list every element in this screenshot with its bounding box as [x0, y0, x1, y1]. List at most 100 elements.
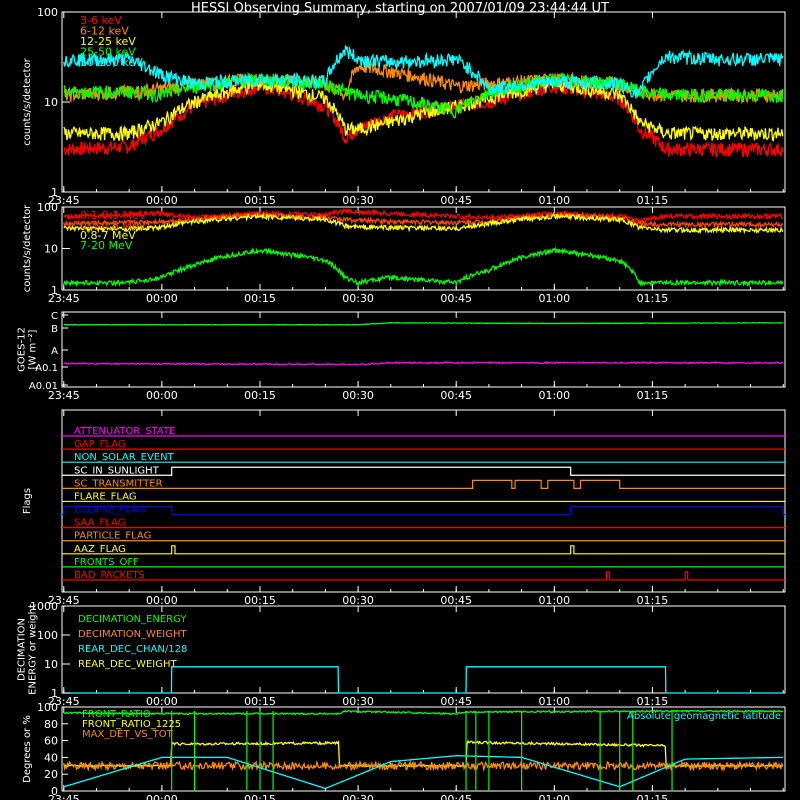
time-tick-label: 00:45 — [440, 695, 472, 708]
panel-6-y-tick-label: 0 — [51, 785, 58, 798]
time-tick-label: 00:00 — [146, 594, 178, 607]
panel-4-ylabel: Flags — [22, 488, 33, 514]
panel-3-ylabel-text: GOES-12 — [17, 327, 28, 372]
panel-1-legend-4: 50-100 keV — [80, 56, 143, 69]
time-tick-label: 00:00 — [146, 793, 178, 800]
time-tick-label: 01:15 — [637, 793, 669, 800]
flag-label-sc_in_sunlight: SC_IN_SUNLIGHT — [74, 465, 160, 476]
flag-label-saa_flag: SAA_FLAG — [74, 518, 125, 529]
flag-label-attenuator_state: ATTENUATOR_STATE — [74, 426, 175, 437]
panel-3-series-0 — [63, 321, 784, 326]
flag-line-bad_packets — [62, 571, 785, 581]
flag-line-eclipse_flag — [62, 505, 785, 516]
time-tick-label: 23:45 — [48, 389, 80, 402]
panel-5-ylabel: DECIMATION ENERGY or weight — [17, 604, 39, 695]
flag-label-aaz_flag: AAZ_FLAG — [74, 544, 126, 555]
panel-6-series-0 — [63, 709, 784, 716]
time-tick-label: 23:45 — [48, 793, 80, 800]
panel-3-level-label: A — [51, 346, 58, 357]
time-tick-label: 00:30 — [342, 194, 374, 207]
panel-5-y-tick-label: 1 — [51, 687, 58, 700]
time-tick-label: 00:00 — [146, 389, 178, 402]
panel-6-legend-0: FRONT_RATIO — [82, 709, 151, 720]
flag-label-sc_transmitter: SC_TRANSMITTER — [74, 478, 163, 489]
panel-6-y-tick-label: 60 — [44, 735, 58, 748]
time-tick-label: 00:15 — [244, 793, 276, 800]
time-tick-label: 00:45 — [440, 389, 472, 402]
flag-line-aaz_flag — [62, 545, 785, 555]
panel-6-annotation: Absolute geomagnetic latitude — [627, 711, 781, 722]
time-tick-label: 01:00 — [538, 292, 570, 305]
time-tick-label: 00:30 — [342, 292, 374, 305]
panel-1-series-4 — [63, 45, 784, 99]
panel-1-legend-0: 3-6 keV — [80, 14, 122, 27]
time-tick-label: 01:15 — [637, 194, 669, 207]
panel-1-legend-1: 6-12 keV — [80, 25, 129, 38]
time-tick-label: 00:30 — [342, 594, 374, 607]
panel-3-series-1 — [63, 361, 783, 366]
panel-6-ylabel-text: Degrees or % — [22, 715, 33, 783]
panel-2-ylabel: counts/s/detector — [22, 204, 33, 292]
flag-line-sc_transmitter — [62, 479, 785, 489]
panel-3-level-label: B — [51, 324, 58, 335]
panel-2-series-2 — [63, 212, 784, 235]
time-tick-label: 00:15 — [244, 194, 276, 207]
panel-6-y-tick-label: 40 — [44, 751, 58, 764]
panel-5-legend-2: REAR_DEC_CHAN/128 — [78, 644, 187, 655]
time-tick-label: 00:00 — [146, 695, 178, 708]
panel-5-y-tick-label: 10 — [44, 658, 58, 671]
panel-3-level-label: A0.1 — [35, 363, 58, 374]
panel-6-legend-2: MAX_DET_VS_TOT — [82, 729, 174, 740]
panel-2-legend-3: 7-20 MeV — [80, 239, 133, 252]
panel-6-y-tick-label: 20 — [44, 768, 58, 781]
panel-1-series-0 — [63, 79, 784, 159]
panel-2-legend-1: 0.3-0.8 MeV — [80, 219, 147, 232]
time-tick-label: 00:15 — [244, 594, 276, 607]
panel-1-legend-2: 12-25 keV — [80, 35, 136, 48]
panel-2-y-tick-label: 100 — [37, 201, 58, 214]
panel-5-series-2 — [63, 666, 784, 694]
time-tick-label: 00:30 — [342, 389, 374, 402]
panel-5-legend-1: DECIMATION_WEIGHT — [78, 629, 187, 640]
panel-6-ylabel: Degrees or % — [22, 715, 33, 783]
time-tick-label: 23:45 — [48, 292, 80, 305]
panel-3-ylabel: GOES-12 [W m⁻²] — [17, 327, 39, 372]
time-tick-label: 01:00 — [538, 594, 570, 607]
time-tick-label: 01:15 — [637, 389, 669, 402]
flag-label-flare_flag: FLARE_FLAG — [74, 491, 137, 502]
time-tick-label: 01:00 — [538, 194, 570, 207]
panel-3-ylabel-text: [W m⁻²] — [28, 329, 39, 369]
panel-6-series-3 — [63, 755, 783, 789]
panel-1-legend-3: 25-50 keV — [80, 46, 136, 59]
panel-6-y-tick-label: 100 — [37, 701, 58, 714]
time-tick-label: 00:45 — [440, 594, 472, 607]
panel-2-series-3 — [63, 246, 784, 288]
panel-6-y-tick-label: 80 — [44, 718, 58, 731]
time-tick-label: 01:00 — [538, 695, 570, 708]
flag-line-sc_in_sunlight — [62, 466, 785, 476]
panel-1-y-tick-label: 10 — [44, 96, 58, 109]
panel-1-series-3 — [63, 72, 784, 119]
time-tick-label: 00:45 — [440, 793, 472, 800]
panel-1-ylabel: counts/s/detector — [22, 57, 33, 145]
flag-label-fronts_off: FRONTS_OFF — [74, 557, 139, 568]
panel-5-ylabel-text: DECIMATION — [17, 618, 28, 681]
panel-2-y-tick-label: 10 — [44, 243, 58, 256]
panel-6-legend-1: FRONT_RATIO_1225 — [82, 719, 181, 730]
time-tick-label: 00:15 — [244, 695, 276, 708]
flag-label-gap_flag: GAP_FLAG — [74, 439, 126, 450]
panel-1-ylabel-text: counts/s/detector — [22, 57, 33, 145]
time-tick-label: 01:00 — [538, 389, 570, 402]
panel-5-ylabel-text: ENERGY or weight — [28, 604, 39, 695]
flag-label-particle_flag: PARTICLE_FLAG — [74, 531, 151, 542]
time-tick-label: 23:45 — [48, 594, 80, 607]
time-tick-label: 01:15 — [637, 292, 669, 305]
time-tick-label: 00:00 — [146, 292, 178, 305]
time-tick-label: 00:15 — [244, 292, 276, 305]
time-tick-label: 00:30 — [342, 695, 374, 708]
panel-1-y-tick-label: 100 — [37, 6, 58, 19]
panel-3-level-label: A0.01 — [29, 381, 58, 392]
time-tick-label: 00:30 — [342, 793, 374, 800]
panel-2-ylabel-text: counts/s/detector — [22, 204, 33, 292]
